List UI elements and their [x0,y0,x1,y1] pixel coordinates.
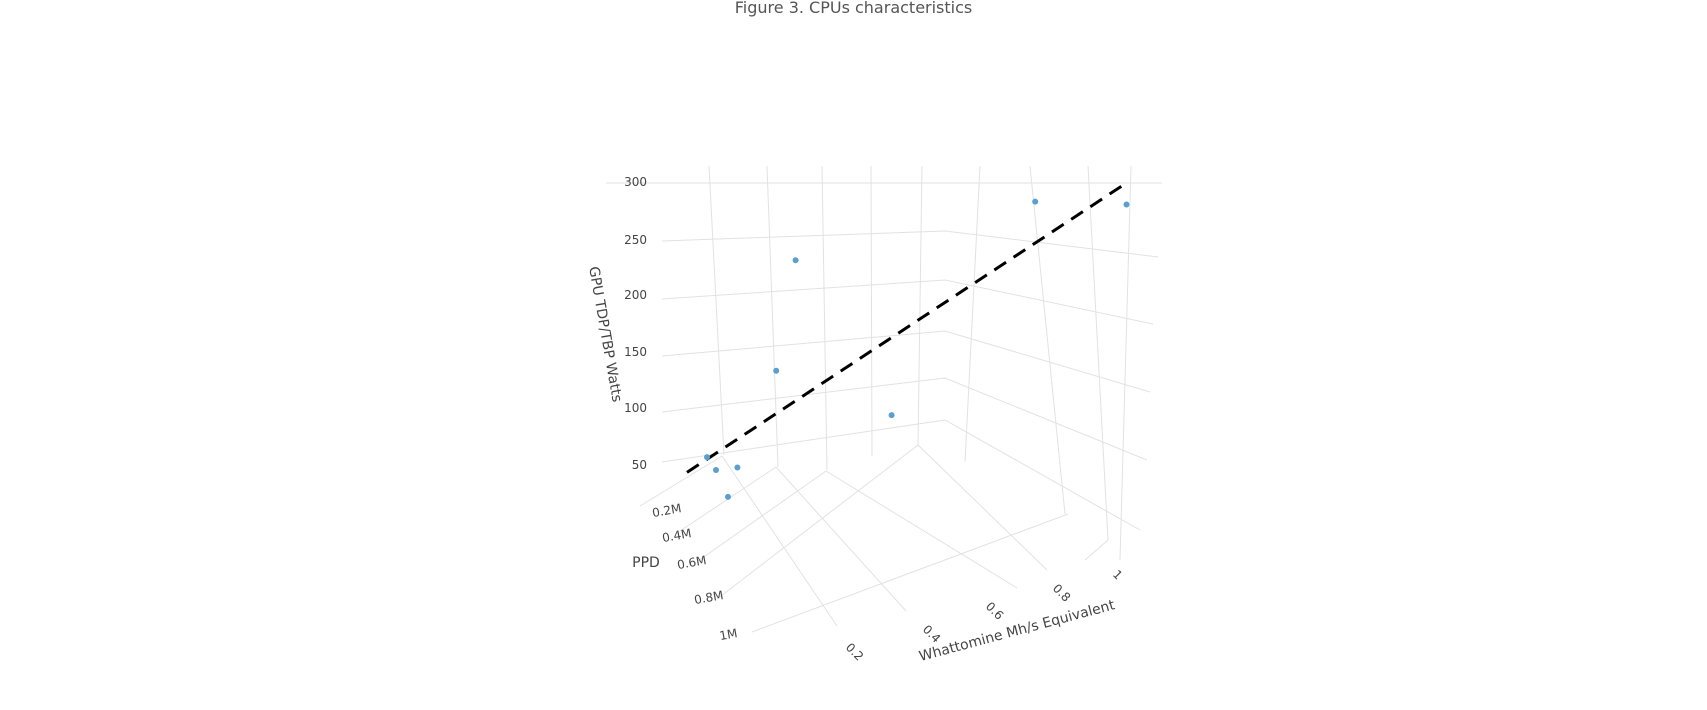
trend-line [686,182,1126,474]
z-tick-label: 50 [632,458,647,472]
data-point [792,257,799,264]
data-points [704,198,1130,500]
z-tick-label: 150 [624,345,647,359]
x-tick-label: 0.4 [920,622,943,645]
x-tick-label: 1 [1110,567,1125,582]
data-point [734,464,741,471]
gridline-v8 [1087,165,1109,541]
x-tick-label: 0.8 [1050,581,1073,604]
y-tick-label: 1M [718,626,738,643]
gridline-z100 [661,377,1148,461]
z-axis-ticks: 50 100 150 200 250 300 [624,175,647,472]
gridline-v1 [708,165,725,456]
floor-line-1 [639,455,723,507]
y-tick-label: 0.8M [693,588,724,607]
z-tick-label: 100 [624,401,647,415]
y-axis-ticks: 0.2M 0.4M 0.6M 0.8M 1M [651,501,738,643]
z-tick-label: 250 [624,233,647,247]
z-tick-label: 300 [624,175,647,189]
y-tick-label: 0.4M [661,526,692,545]
gridline-v3 [821,165,828,471]
gridline-v6 [964,165,981,463]
gridlines [606,165,1162,633]
data-point [725,493,731,500]
x-axis-title: Whattomine Mh/s Equivalent [917,597,1117,665]
floor-line-5 [751,513,1069,633]
x-tick-label: 0.2 [843,640,866,663]
gridline-v5 [917,165,923,446]
gridline-z150 [661,330,1151,393]
z-axis-title: GPU TDP/TBP Watts [585,265,625,403]
gridline-v2 [766,165,779,468]
chart-title: Figure 3. CPUs characteristics [734,0,973,17]
gridline-z50 [661,419,1141,531]
y-axis-title: PPD [632,555,660,571]
x-tick-label: 0.6 [983,599,1006,622]
floor-axis-4 [917,444,1048,571]
floor-axis-5 [1084,539,1109,561]
gridline-z200 [661,279,1154,325]
data-point [773,367,780,374]
y-tick-label: 0.2M [651,501,682,520]
gridline-z250 [661,230,1159,258]
gridline-v4 [870,165,873,457]
floor-axis-2 [775,466,907,612]
z-tick-label: 200 [624,288,647,302]
data-point [713,467,719,473]
data-point [1123,201,1130,208]
gridline-v9 [1119,165,1132,561]
y-tick-label: 0.6M [676,553,707,572]
floor-axis-1 [721,455,838,627]
data-point [1032,198,1039,205]
data-point [704,454,710,461]
floor-line-4 [716,444,919,600]
gridline-v7 [1029,165,1066,515]
data-point [888,412,895,419]
floor-axis-3 [825,470,1018,589]
